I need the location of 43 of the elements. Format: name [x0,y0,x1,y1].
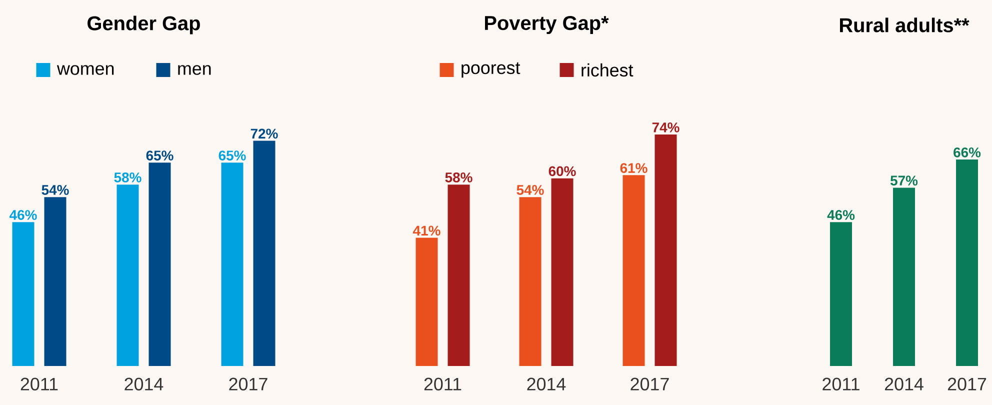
x-tick-label: 2017 [229,378,268,390]
x-tick-label: 2014 [527,378,566,390]
data-label: 66% [954,147,981,158]
bar [12,222,34,366]
x-tick-label: 2011 [822,378,860,390]
data-label: 58% [445,172,472,182]
chart-title: Poverty Gap* [485,16,609,34]
bar [654,134,677,366]
data-label: 61% [620,163,648,173]
bar [221,162,244,366]
bar [116,184,139,366]
data-label: 74% [652,122,680,132]
bar [416,238,438,366]
data-label: 57% [890,176,918,186]
data-label: 54% [42,185,69,195]
bar [44,197,66,366]
data-label: 54% [516,185,544,195]
x-tick-label: 2017 [948,378,986,390]
legend-label: richest [582,63,634,77]
data-label: 46% [827,210,855,220]
chart-title: Rural adults** [840,18,970,32]
data-label: 58% [114,172,142,182]
chart-title: Gender Gap [88,16,200,34]
bar [448,184,470,366]
data-label: 72% [250,128,278,139]
x-tick-label: 2014 [124,378,164,390]
legend-label: women [56,65,114,75]
x-tick-label: 2017 [630,378,669,390]
data-label: 41% [413,226,440,236]
bar [519,197,542,366]
bar [622,175,645,366]
x-tick-label: 2014 [884,378,924,390]
data-label: 60% [548,166,576,176]
legend-label: poorest [462,62,520,78]
bar [551,178,574,366]
data-label: 46% [10,210,37,220]
x-tick-label: 2011 [20,378,58,390]
legend-label: men [178,65,211,75]
bar [148,162,171,366]
x-tick-label: 2011 [424,378,462,390]
bar [253,140,276,366]
data-label: 65% [146,150,174,160]
data-label: 65% [218,150,246,160]
